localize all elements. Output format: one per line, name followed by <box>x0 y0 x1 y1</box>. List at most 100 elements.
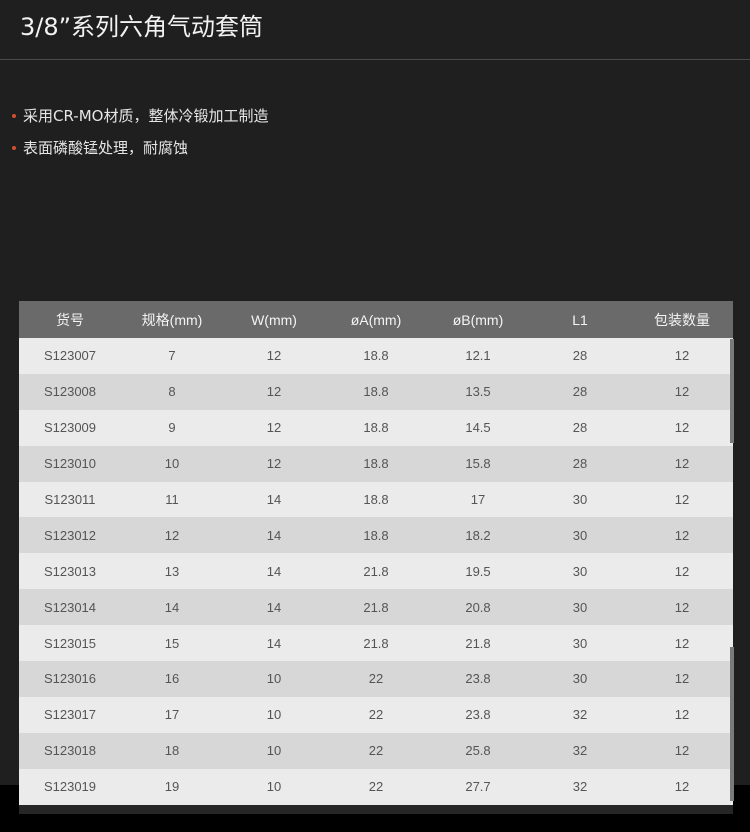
table-cell: 14 <box>223 625 325 662</box>
table-cell: 30 <box>529 625 631 662</box>
table-cell: 12 <box>223 338 325 374</box>
table-row: S123014 14 14 21.8 20.8 30 12 <box>19 589 733 626</box>
table-cell: 32 <box>529 696 631 733</box>
table-cell: 21.8 <box>325 553 427 590</box>
column-header: L1 <box>529 301 631 338</box>
table-cell: 12 <box>631 696 733 733</box>
table-cell: 12 <box>631 732 733 769</box>
table-cell: 30 <box>529 661 631 697</box>
table-cell: 9 <box>121 409 223 446</box>
table-cell: 14 <box>223 553 325 590</box>
table-cell: 28 <box>529 338 631 374</box>
table-cell: 17 <box>121 696 223 733</box>
table-cell: 18.8 <box>325 338 427 374</box>
table-cell: 30 <box>529 517 631 554</box>
table-row: S123011 11 14 18.8 17 30 12 <box>19 481 733 518</box>
column-header: 包装数量 <box>631 301 733 338</box>
table-cell: 30 <box>529 481 631 518</box>
table-cell: 18.8 <box>325 445 427 482</box>
feature-item: 采用CR-MO材质，整体冷锻加工制造 <box>12 100 268 132</box>
table-cell: 15 <box>121 625 223 662</box>
column-header: øB(mm) <box>427 301 529 338</box>
table-row: S123019 19 10 22 27.7 32 12 <box>19 768 733 805</box>
table-cell: 25.8 <box>427 732 529 769</box>
table-cell: 12 <box>223 373 325 410</box>
table-row: S123015 15 14 21.8 21.8 30 12 <box>19 625 733 662</box>
table-cell: S123019 <box>19 768 121 805</box>
bullet-icon <box>12 114 16 118</box>
spec-table: 货号 规格(mm) W(mm) øA(mm) øB(mm) L1 包装数量 S123007 7… <box>19 301 733 805</box>
table-header-row: 货号 规格(mm) W(mm) øA(mm) øB(mm) L1 包装数量 <box>19 301 733 338</box>
table-cell: 12 <box>631 445 733 482</box>
table-cell: 19.5 <box>427 553 529 590</box>
table-cell: 12 <box>121 517 223 554</box>
table-cell: 21.8 <box>427 625 529 662</box>
table-cell: S123011 <box>19 481 121 518</box>
table-cell: 12 <box>631 373 733 410</box>
feature-item: 表面磷酸锰处理，耐腐蚀 <box>12 132 268 164</box>
table-cell: 22 <box>325 732 427 769</box>
table-cell: 28 <box>529 445 631 482</box>
table-cell: 14.5 <box>427 409 529 446</box>
table-row: S123013 13 14 21.8 19.5 30 12 <box>19 553 733 590</box>
table-cell: 23.8 <box>427 696 529 733</box>
column-header: 货号 <box>19 301 121 338</box>
table-cell: S123015 <box>19 625 121 662</box>
table-cell: 18.8 <box>325 517 427 554</box>
table-cell: 12 <box>631 768 733 805</box>
feature-list: 采用CR-MO材质，整体冷锻加工制造 表面磷酸锰处理，耐腐蚀 <box>12 100 268 164</box>
table-cell: 18.8 <box>325 373 427 410</box>
table-cell: 13 <box>121 553 223 590</box>
column-header: 规格(mm) <box>121 301 223 338</box>
table-cell: 21.8 <box>325 589 427 626</box>
table-cell: 12 <box>631 625 733 662</box>
feature-text: 采用CR-MO材质，整体冷锻加工制造 <box>23 107 269 125</box>
table-cell: 18.8 <box>325 409 427 446</box>
table-cell: 10 <box>223 661 325 697</box>
table-cell: 10 <box>223 696 325 733</box>
table-cell: S123009 <box>19 409 121 446</box>
table-cell: 7 <box>121 338 223 374</box>
table-cell: 15.8 <box>427 445 529 482</box>
table-cell: 32 <box>529 732 631 769</box>
table-cell: 20.8 <box>427 589 529 626</box>
table-cell: S123018 <box>19 732 121 769</box>
scrollbar[interactable] <box>730 339 734 443</box>
table-cell: S123010 <box>19 445 121 482</box>
table-cell: 12 <box>631 481 733 518</box>
table-cell: 12 <box>631 589 733 626</box>
table-cell: 14 <box>223 481 325 518</box>
table-row: S123016 16 10 22 23.8 30 12 <box>19 661 733 697</box>
table-cell: 12 <box>631 517 733 554</box>
table-cell: 13.5 <box>427 373 529 410</box>
table-cell: 12.1 <box>427 338 529 374</box>
table-cell: 10 <box>121 445 223 482</box>
table-cell: 8 <box>121 373 223 410</box>
table-cell: 14 <box>223 517 325 554</box>
table-cell: 10 <box>223 768 325 805</box>
table-cell: 30 <box>529 553 631 590</box>
table-cell: S123014 <box>19 589 121 626</box>
column-header: W(mm) <box>223 301 325 338</box>
table-cell: 12 <box>631 409 733 446</box>
table-cell: 12 <box>631 553 733 590</box>
table-cell: 16 <box>121 661 223 697</box>
table-cell: S123008 <box>19 373 121 410</box>
table-cell: 23.8 <box>427 661 529 697</box>
table-cell: 22 <box>325 661 427 697</box>
table-cell: 17 <box>427 481 529 518</box>
scrollbar[interactable] <box>730 647 734 801</box>
table-cell: 18.2 <box>427 517 529 554</box>
table-cell: 28 <box>529 373 631 410</box>
table-row: S123018 18 10 22 25.8 32 12 <box>19 732 733 769</box>
table-row: S123007 7 12 18.8 12.1 28 12 <box>19 338 733 374</box>
table-row: S123012 12 14 18.8 18.2 30 12 <box>19 517 733 554</box>
table-cell: S123012 <box>19 517 121 554</box>
table-cell: S123017 <box>19 696 121 733</box>
table-cell: 11 <box>121 481 223 518</box>
spec-table-container: 货号 规格(mm) W(mm) øA(mm) øB(mm) L1 包装数量 S123007 7… <box>19 301 734 814</box>
table-row: S123009 9 12 18.8 14.5 28 12 <box>19 409 733 446</box>
table-cell: 14 <box>223 589 325 626</box>
table-cell: 30 <box>529 589 631 626</box>
table-cell: 32 <box>529 768 631 805</box>
